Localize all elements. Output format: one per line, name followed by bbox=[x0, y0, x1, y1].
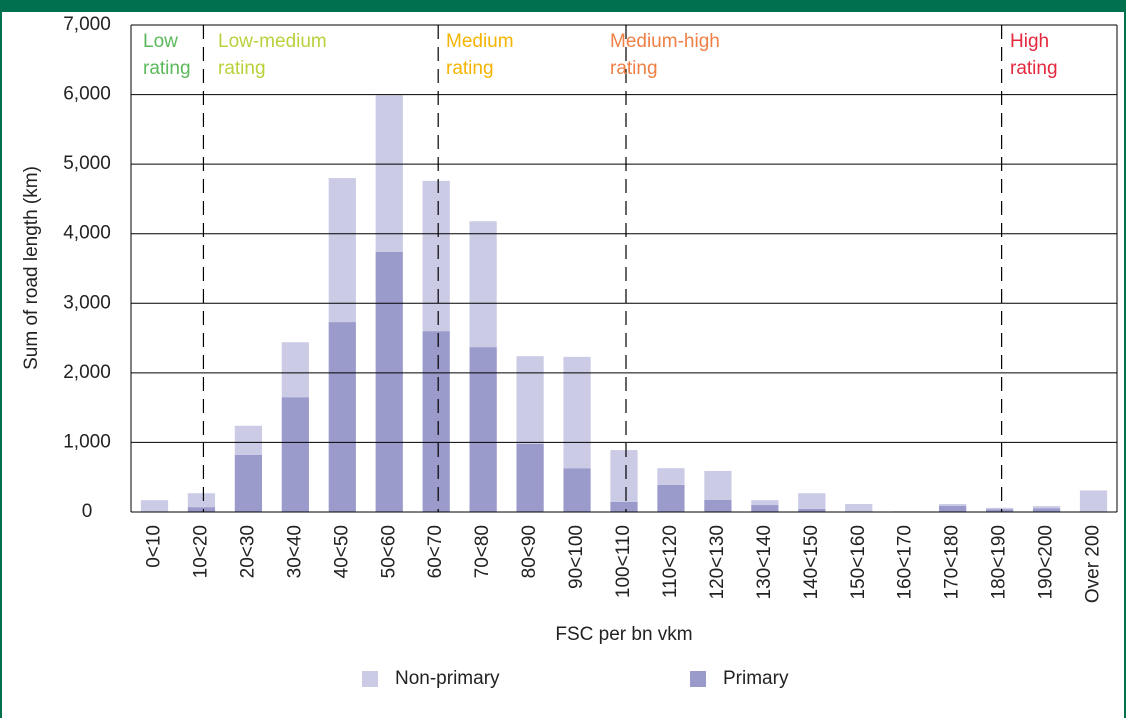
x-tick-label: 40<50 bbox=[331, 525, 352, 578]
y-tick-label: 3,000 bbox=[63, 292, 111, 313]
y-tick-label: 5,000 bbox=[63, 153, 111, 174]
x-tick-label: 90<100 bbox=[566, 525, 587, 589]
band-label: rating bbox=[143, 58, 191, 79]
y-tick-label: 2,000 bbox=[63, 362, 111, 383]
band-label: Medium-high bbox=[610, 31, 720, 52]
y-tick-label: 7,000 bbox=[63, 14, 111, 35]
band-label: High bbox=[1010, 31, 1049, 52]
band-label: rating bbox=[610, 58, 658, 79]
bar bbox=[234, 454, 262, 512]
bar bbox=[1032, 506, 1061, 509]
legend-swatch bbox=[362, 671, 378, 687]
band-label: rating bbox=[1010, 58, 1058, 79]
bar bbox=[516, 356, 544, 444]
bar bbox=[422, 331, 450, 512]
bar bbox=[845, 503, 873, 512]
bar bbox=[1032, 508, 1061, 512]
y-tick-label: 6,000 bbox=[63, 84, 111, 105]
bar bbox=[469, 221, 497, 348]
bar bbox=[187, 493, 216, 508]
bar bbox=[516, 443, 544, 512]
bar bbox=[1079, 490, 1108, 512]
band-label: rating bbox=[218, 58, 266, 79]
bar bbox=[563, 356, 591, 469]
bar bbox=[704, 499, 732, 512]
legend-swatch bbox=[690, 671, 706, 687]
band-label: Low-medium bbox=[218, 31, 327, 52]
x-tick-label: 180<190 bbox=[989, 525, 1010, 600]
bar bbox=[375, 251, 403, 512]
x-tick-label: Over 200 bbox=[1083, 525, 1104, 603]
bar bbox=[751, 500, 779, 506]
bar bbox=[986, 507, 1014, 510]
y-tick-label: 1,000 bbox=[63, 431, 111, 452]
bar bbox=[328, 178, 356, 323]
x-tick-label: 80<90 bbox=[519, 525, 540, 578]
legend-label: Primary bbox=[723, 668, 789, 689]
x-axis-label: FSC per bn vkm bbox=[555, 624, 692, 645]
x-tick-label: 30<40 bbox=[284, 525, 305, 578]
bar bbox=[657, 484, 685, 512]
bar bbox=[610, 450, 638, 502]
bar bbox=[563, 468, 591, 512]
bar bbox=[798, 508, 826, 512]
y-axis-label: Sum of road length (km) bbox=[21, 166, 42, 370]
band-label: Low bbox=[143, 31, 178, 52]
x-tick-label: 160<170 bbox=[895, 525, 916, 600]
bar bbox=[328, 322, 356, 512]
bar bbox=[657, 468, 685, 485]
x-tick-label: 130<140 bbox=[754, 525, 775, 600]
x-tick-label: 190<200 bbox=[1036, 525, 1057, 600]
bar bbox=[422, 180, 450, 332]
y-tick-label: 4,000 bbox=[63, 223, 111, 244]
band-label: Medium bbox=[446, 31, 514, 52]
x-tick-label: 60<70 bbox=[425, 525, 446, 578]
x-tick-label: 100<110 bbox=[613, 525, 634, 598]
bar bbox=[375, 95, 403, 252]
x-tick-label: 20<30 bbox=[237, 525, 258, 578]
x-tick-label: 50<60 bbox=[378, 525, 399, 578]
band-label: rating bbox=[446, 58, 494, 79]
y-tick-label: 0 bbox=[82, 501, 93, 522]
x-tick-label: 140<150 bbox=[801, 525, 822, 600]
bar bbox=[798, 493, 826, 509]
bar bbox=[610, 501, 638, 512]
x-tick-label: 10<20 bbox=[190, 525, 211, 578]
x-tick-label: 150<160 bbox=[848, 525, 869, 600]
bar bbox=[751, 505, 779, 512]
x-tick-label: 170<180 bbox=[942, 525, 963, 600]
bar bbox=[234, 425, 262, 455]
x-tick-label: 120<130 bbox=[707, 525, 728, 600]
x-tick-label: 0<10 bbox=[143, 525, 164, 568]
bar bbox=[281, 342, 309, 398]
bar bbox=[140, 500, 169, 512]
bar bbox=[939, 505, 967, 512]
bar bbox=[187, 507, 216, 512]
bar bbox=[469, 347, 497, 512]
legend-label: Non-primary bbox=[395, 668, 500, 689]
bar bbox=[939, 503, 967, 506]
x-tick-label: 70<80 bbox=[472, 525, 493, 578]
bar bbox=[281, 397, 309, 512]
bar bbox=[704, 470, 732, 500]
x-tick-label: 110<120 bbox=[660, 525, 681, 598]
bar bbox=[986, 509, 1014, 512]
